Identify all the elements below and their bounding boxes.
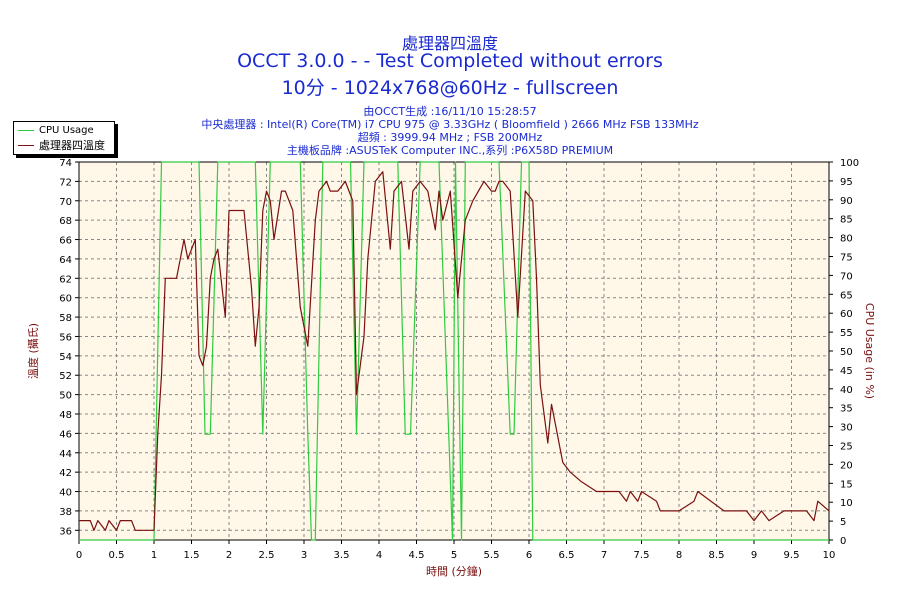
chart-subtitle-mode: 10分 - 1024x768@60Hz - fullscreen — [281, 77, 619, 99]
y-right-tick-label: 55 — [840, 328, 853, 339]
x-tick-label: 6 — [526, 550, 532, 561]
y-right-tick-label: 85 — [840, 215, 853, 226]
y-left-tick-label: 54 — [59, 352, 72, 363]
y-right-tick-label: 30 — [840, 423, 853, 434]
legend-item-temperature: 處理器四溫度 — [18, 138, 105, 152]
y-right-tick-label: 15 — [840, 479, 853, 490]
x-tick-label: 6.5 — [559, 550, 575, 561]
x-tick-label: 2 — [226, 550, 232, 561]
x-tick-label: 5 — [451, 550, 457, 561]
y-left-tick-label: 36 — [59, 526, 72, 537]
x-tick-label: 8 — [676, 550, 682, 561]
y-right-tick-label: 65 — [840, 290, 853, 301]
x-tick-label: 8.5 — [709, 550, 725, 561]
legend-label-temperature: 處理器四溫度 — [39, 139, 105, 152]
y-right-tick-label: 95 — [840, 177, 853, 188]
x-tick-label: 3.5 — [334, 550, 350, 561]
legend-swatch-cpu-usage — [18, 129, 34, 131]
x-tick-label: 1.5 — [184, 550, 200, 561]
y-right-tick-label: 35 — [840, 404, 853, 415]
x-tick-label: 0 — [76, 550, 82, 561]
y-right-tick-label: 70 — [840, 271, 853, 282]
x-axis-label: 時間 (分鐘) — [426, 564, 482, 578]
legend: CPU Usage 處理器四溫度 — [13, 121, 115, 155]
y-left-tick-label: 42 — [59, 468, 72, 479]
x-tick-label: 2.5 — [259, 550, 275, 561]
y-left-tick-label: 72 — [59, 177, 72, 188]
y-left-tick-label: 60 — [59, 294, 72, 305]
x-tick-label: 4.5 — [409, 550, 425, 561]
y-right-tick-label: 20 — [840, 460, 853, 471]
x-tick-label: 10 — [823, 550, 836, 561]
y-right-tick-label: 60 — [840, 309, 853, 320]
y-right-tick-label: 50 — [840, 347, 853, 358]
y-left-tick-label: 74 — [59, 158, 72, 169]
info-generated: 由OCCT生成 :16/11/10 15:28:57 — [363, 105, 537, 118]
y-right-tick-label: 10 — [840, 498, 853, 509]
x-tick-label: 5.5 — [484, 550, 500, 561]
x-tick-label: 3 — [301, 550, 307, 561]
x-tick-label: 9 — [751, 550, 757, 561]
x-tick-label: 1 — [151, 550, 157, 561]
x-tick-label: 7.5 — [634, 550, 650, 561]
y-left-tick-label: 66 — [59, 236, 72, 247]
y-left-tick-label: 64 — [59, 255, 72, 266]
y-right-tick-label: 0 — [840, 536, 846, 547]
y-left-tick-label: 38 — [59, 507, 72, 518]
y-right-tick-label: 25 — [840, 442, 853, 453]
chart-title: 處理器四溫度 — [401, 34, 498, 53]
series-line-cpu-usage — [79, 161, 829, 541]
y-left-tick-label: 56 — [59, 332, 72, 343]
chart-subtitle-test: OCCT 3.0.0 - - Test Completed without er… — [237, 50, 663, 72]
series-line-temperature — [79, 171, 830, 531]
info-cpu: 中央處理器 : Intel(R) Core(TM) i7 CPU 975 @ 3… — [201, 118, 699, 131]
x-tick-label: 4 — [376, 550, 382, 561]
y-left-tick-label: 70 — [59, 197, 72, 208]
plot-frame — [78, 161, 830, 541]
info-motherboard: 主機板品牌 :ASUSTeK Computer INC.,系列 :P6X58D … — [286, 144, 614, 157]
y-left-tick-label: 50 — [59, 391, 72, 402]
legend-item-cpu-usage: CPU Usage — [18, 123, 94, 137]
y-right-tick-label: 80 — [840, 234, 853, 245]
y-right-tick-label: 90 — [840, 196, 853, 207]
y-right-tick-label: 45 — [840, 366, 853, 377]
y-left-axis-label: 溫度 (攝氏) — [26, 323, 40, 379]
info-overclock: 超頻 : 3999.94 MHz ; FSB 200MHz — [357, 131, 543, 144]
y-right-tick-label: 100 — [840, 158, 859, 169]
x-tick-label: 0.5 — [109, 550, 125, 561]
y-right-tick-label: 5 — [840, 517, 846, 528]
x-tick-label: 7 — [601, 550, 607, 561]
x-tick-label: 9.5 — [784, 550, 800, 561]
y-left-tick-label: 62 — [59, 274, 72, 285]
y-left-tick-label: 52 — [59, 371, 72, 382]
y-left-tick-label: 58 — [59, 313, 72, 324]
y-left-tick-label: 46 — [59, 429, 72, 440]
y-left-tick-label: 40 — [59, 488, 72, 499]
y-left-tick-label: 44 — [59, 449, 72, 460]
y-left-tick-label: 48 — [59, 410, 72, 421]
y-right-axis-label: CPU Usage (in %) — [863, 303, 876, 399]
legend-label-cpu-usage: CPU Usage — [39, 124, 94, 136]
legend-swatch-temperature — [18, 144, 34, 146]
y-right-tick-label: 75 — [840, 253, 853, 264]
y-right-tick-label: 40 — [840, 385, 853, 396]
y-left-tick-label: 68 — [59, 216, 72, 227]
